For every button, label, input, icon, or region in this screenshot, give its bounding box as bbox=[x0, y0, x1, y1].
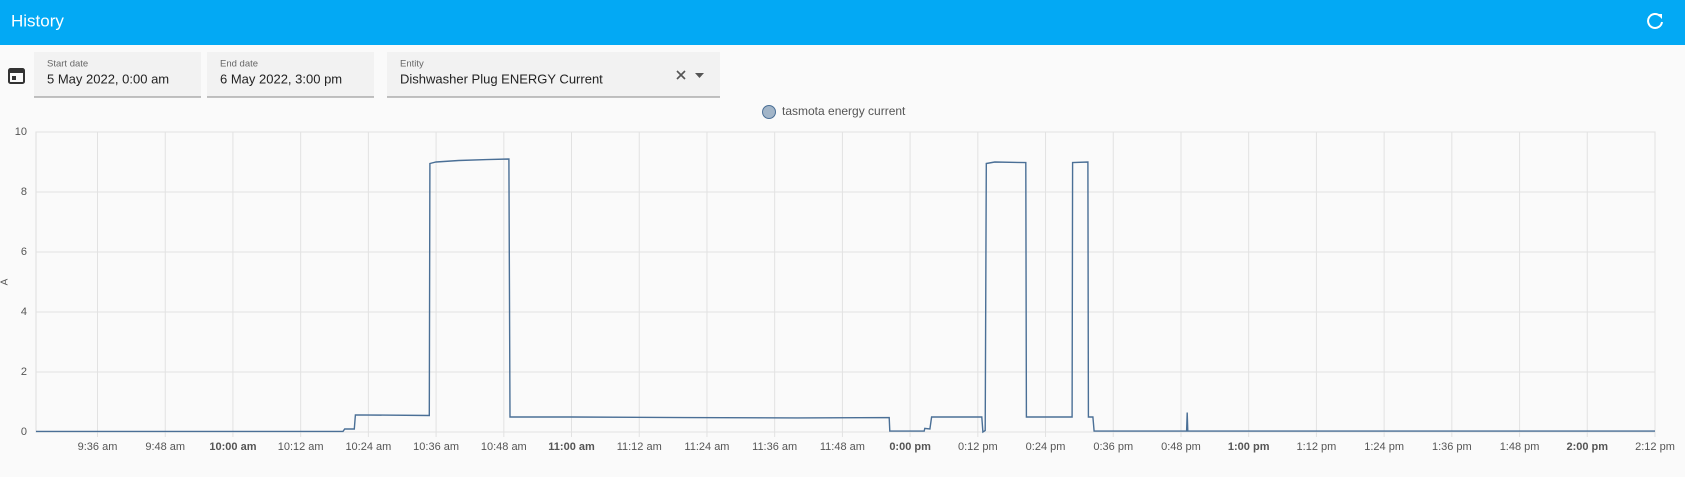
y-tick-label: 4 bbox=[21, 306, 27, 318]
x-tick-label: 1:36 pm bbox=[1432, 441, 1472, 453]
calendar-top bbox=[9, 69, 24, 73]
field-bg bbox=[34, 52, 201, 97]
x-tick-label: 9:48 am bbox=[145, 441, 185, 453]
x-tick-label: 9:36 am bbox=[78, 441, 118, 453]
x-tick-label: 1:24 pm bbox=[1364, 441, 1404, 453]
refresh-icon bbox=[1647, 13, 1663, 29]
y-tick-label: 2 bbox=[21, 366, 27, 378]
dropdown-icon[interactable] bbox=[695, 73, 704, 78]
end-date-field[interactable]: End date 6 May 2022, 3:00 pm bbox=[207, 52, 374, 98]
field-label: End date bbox=[220, 59, 258, 70]
y-axis-label: A bbox=[0, 278, 11, 285]
entity-field[interactable]: Entity Dishwasher Plug ENERGY Current bbox=[387, 52, 720, 98]
legend-swatch bbox=[762, 105, 776, 119]
clear-icon[interactable] bbox=[676, 70, 686, 80]
x-tick-label: 1:00 pm bbox=[1228, 441, 1270, 453]
field-bg bbox=[207, 52, 374, 97]
y-tick-label: 8 bbox=[21, 186, 27, 198]
field-bg bbox=[387, 52, 720, 97]
x-tick-label: 10:36 am bbox=[413, 441, 459, 453]
start-date-field[interactable]: Start date 5 May 2022, 0:00 am bbox=[34, 52, 201, 98]
series-line bbox=[36, 158, 1655, 434]
x-tick-label: 10:00 am bbox=[209, 441, 256, 453]
x-tick-label: 0:00 pm bbox=[889, 441, 931, 453]
x-tick-label: 1:12 pm bbox=[1297, 441, 1337, 453]
x-tick-label: 2:12 pm bbox=[1635, 441, 1675, 453]
calendar-day bbox=[12, 76, 16, 80]
x-tick-label: 11:24 am bbox=[684, 441, 729, 453]
x-tick-label: 11:00 am bbox=[548, 441, 595, 453]
x-tick-label: 11:12 am bbox=[617, 441, 662, 453]
refresh-button[interactable] bbox=[1647, 13, 1663, 29]
x-tick-label: 10:48 am bbox=[481, 441, 527, 453]
x-tick-label: 0:48 pm bbox=[1161, 441, 1201, 453]
x-tick-label: 10:24 am bbox=[345, 441, 391, 453]
date-picker-icon[interactable] bbox=[8, 68, 25, 84]
x-tick-label: 11:36 am bbox=[752, 441, 797, 453]
field-value: 6 May 2022, 3:00 pm bbox=[220, 71, 342, 86]
field-label: Start date bbox=[47, 59, 88, 70]
field-label: Entity bbox=[400, 59, 424, 70]
field-value: Dishwasher Plug ENERGY Current bbox=[400, 71, 603, 86]
x-tick-label: 1:48 pm bbox=[1500, 441, 1540, 453]
x-tick-label: 0:24 pm bbox=[1026, 441, 1066, 453]
x-tick-label: 10:12 am bbox=[278, 441, 324, 453]
x-tick-label: 2:00 pm bbox=[1566, 441, 1608, 453]
y-tick-label: 6 bbox=[21, 246, 27, 258]
x-tick-label: 11:48 am bbox=[820, 441, 865, 453]
y-tick-label: 0 bbox=[21, 426, 27, 438]
legend-label: tasmota energy current bbox=[782, 104, 906, 118]
x-tick-label: 0:36 pm bbox=[1093, 441, 1133, 453]
header-title: History bbox=[11, 11, 64, 30]
plot-area bbox=[35, 131, 1656, 433]
chart: 0 2 4 6 8 10 9:36 am 9:48 am 10:00 am 10:12 am 10:… bbox=[0, 104, 1675, 453]
field-value: 5 May 2022, 0:00 am bbox=[47, 71, 169, 86]
refresh-arrow bbox=[1657, 14, 1662, 19]
x-tick-label: 0:12 pm bbox=[958, 441, 998, 453]
app-header bbox=[0, 0, 1685, 45]
y-tick-label: 10 bbox=[15, 126, 27, 138]
